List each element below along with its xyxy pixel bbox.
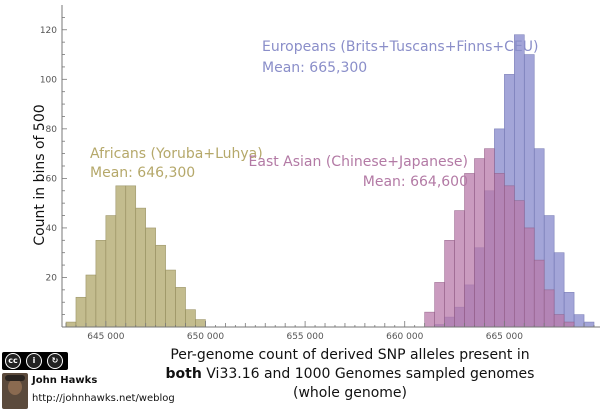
x-tick-label: 650 000 <box>187 332 224 342</box>
histogram-bar <box>85 274 97 328</box>
x-axis-title: Per-genome count of derived SNP alleles … <box>140 346 560 403</box>
x-axis-title-line-2: both Vi33.16 and 1000 Genomes sampled ge… <box>140 365 560 384</box>
histogram-bar <box>523 227 535 328</box>
x-axis-title-line-3: (whole genome) <box>293 385 407 401</box>
author-url[interactable]: http://johnhawks.net/weblog <box>32 393 175 404</box>
y-axis-title: Count in bins of 500 <box>32 104 48 245</box>
x-axis-title-line-1: Per-genome count of derived SNP alleles … <box>170 347 530 363</box>
author-name: John Hawks <box>32 375 98 386</box>
share-alike-icon: ↻ <box>47 353 63 369</box>
author-hat <box>5 375 25 381</box>
histogram-bar <box>175 287 186 328</box>
histogram-bar <box>155 244 166 328</box>
histogram-bar <box>494 173 505 328</box>
annotation-europeans-name: Europeans (Brits+Tuscans+Finns+CEU) <box>262 39 538 55</box>
annotation-europeans-mean: Mean: 665,300 <box>262 60 367 76</box>
annotation-africans-mean: Mean: 646,300 <box>90 165 195 181</box>
histogram-bar <box>115 185 127 328</box>
annotation-eastasian-name: East Asian (Chinese+Japanese) <box>249 154 468 170</box>
histogram-bars <box>65 34 595 328</box>
histogram-bar <box>185 309 196 328</box>
histogram-bar <box>444 240 455 328</box>
axes: 20 40 60 80 100 120 645 000 650 000 655 000 660 0… <box>40 5 600 342</box>
histogram-bar <box>583 321 595 328</box>
x-axis-title-bold-word: both <box>165 366 202 382</box>
histogram-bar <box>145 227 156 328</box>
histogram-bar <box>195 319 206 328</box>
histogram-bar <box>434 282 445 328</box>
histogram-bar <box>553 314 565 328</box>
histogram-bar <box>65 321 77 328</box>
histogram-bar <box>474 158 485 328</box>
histogram-bar <box>105 215 117 328</box>
histogram-bar <box>135 207 146 328</box>
histogram-bar <box>533 259 545 328</box>
histogram-bar <box>504 185 515 328</box>
histogram-bar <box>484 148 495 328</box>
y-tick-label: 120 <box>40 26 57 36</box>
author-face <box>8 379 22 395</box>
y-tick-label: 20 <box>46 273 58 283</box>
annotation-eastasian-mean: Mean: 664,600 <box>363 174 468 190</box>
histogram-bar <box>514 200 525 328</box>
histogram-bar <box>125 185 137 328</box>
author-photo <box>2 373 28 409</box>
author-credit: cc i ↻ John Hawks http://johnhawks.net/w… <box>2 352 175 410</box>
histogram-bar <box>424 311 435 328</box>
histogram-bar <box>165 269 176 328</box>
annotation-africans-name: Africans (Yoruba+Luhya) <box>90 146 263 162</box>
histogram-bar <box>95 240 107 328</box>
x-axis-title-line-2-text: Vi33.16 and 1000 Genomes sampled genomes <box>206 366 535 382</box>
x-tick-label: 665 000 <box>486 332 523 342</box>
y-tick-label: 80 <box>46 125 58 135</box>
x-tick-label: 645 000 <box>87 332 124 342</box>
histogram-bar <box>543 289 555 328</box>
y-tick-label: 100 <box>40 75 57 85</box>
cc-license-badge[interactable]: cc i ↻ <box>2 352 68 370</box>
y-tick-label: 40 <box>46 224 58 234</box>
histogram-bar <box>454 210 465 328</box>
cc-icon: cc <box>5 353 21 369</box>
histogram-bar <box>563 321 575 328</box>
y-tick-label: 60 <box>46 174 58 184</box>
histogram-bar <box>75 296 87 328</box>
attribution-icon: i <box>26 353 42 369</box>
histogram-bar <box>464 173 475 328</box>
histogram-bar <box>573 314 585 328</box>
x-tick-label: 655 000 <box>286 332 323 342</box>
x-tick-label: 660 000 <box>386 332 423 342</box>
